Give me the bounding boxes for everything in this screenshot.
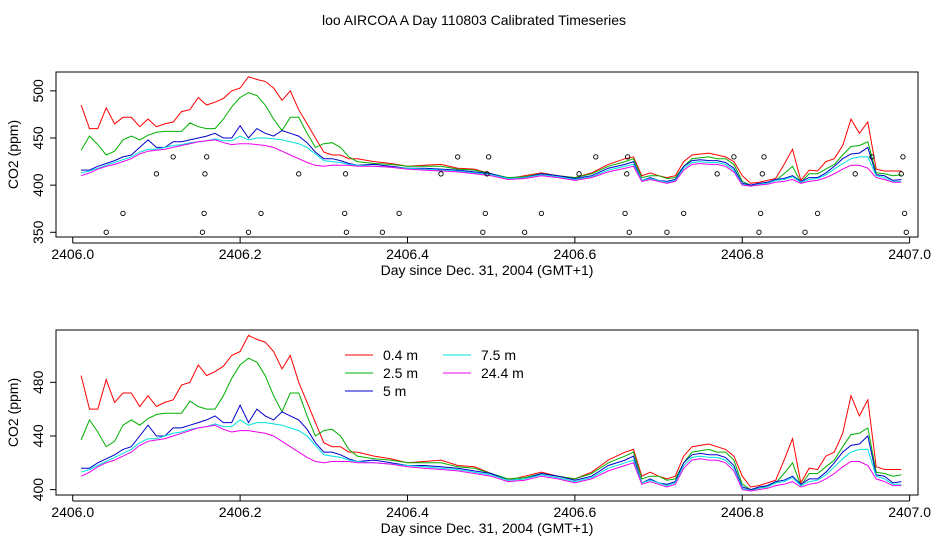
chart-top: 2406.0 2406.2 2406.4 2406.6 2406.8 2407.0 350 4… bbox=[5, 71, 931, 278]
legend-label: 24.4 m bbox=[481, 365, 524, 381]
y-axis-label: CO2 (ppm) bbox=[5, 378, 21, 447]
data-point bbox=[900, 154, 906, 160]
y-tick-label: 350 bbox=[30, 220, 46, 244]
y-axis-label: CO2 (ppm) bbox=[5, 120, 21, 189]
data-point bbox=[622, 210, 628, 217]
series-line-2-5-mm bbox=[80, 92, 902, 186]
chart-bottom: 2406.0 2406.2 2406.4 2406.6 2406.8 2407.0 400 4… bbox=[5, 329, 931, 536]
y-tick-label: 400 bbox=[30, 478, 46, 502]
data-point bbox=[343, 229, 350, 235]
data-point bbox=[869, 154, 875, 160]
x-tick-label: 2406.8 bbox=[721, 504, 764, 520]
series-line-24-4-mm bbox=[80, 424, 902, 492]
plot-area bbox=[80, 334, 902, 492]
x-tick-label: 2406.8 bbox=[721, 246, 764, 262]
series-line-24-4-mm bbox=[80, 139, 902, 187]
data-point bbox=[103, 229, 109, 235]
data-point bbox=[624, 171, 630, 177]
data-point bbox=[484, 171, 490, 177]
data-point bbox=[576, 171, 582, 177]
x-axis-label: Day since Dec. 31, 2004 (GMT+1) bbox=[381, 262, 594, 278]
data-point bbox=[379, 229, 386, 235]
data-point bbox=[486, 154, 492, 160]
data-point bbox=[153, 171, 160, 177]
data-point bbox=[396, 210, 402, 217]
data-point bbox=[203, 154, 210, 160]
data-point bbox=[438, 171, 444, 177]
data-point bbox=[761, 154, 767, 160]
data-point bbox=[802, 229, 808, 235]
data-point bbox=[482, 210, 488, 217]
data-point bbox=[756, 229, 762, 235]
data-point bbox=[714, 171, 720, 177]
series-line-5-mm bbox=[81, 124, 902, 186]
x-tick-label: 2406.0 bbox=[51, 504, 94, 520]
data-point bbox=[522, 229, 528, 235]
data-point bbox=[480, 229, 486, 235]
plot-area bbox=[80, 76, 909, 235]
data-point bbox=[898, 171, 904, 177]
plot-frame bbox=[55, 71, 919, 238]
data-point bbox=[120, 210, 126, 217]
x-tick-label: 2406.2 bbox=[219, 246, 262, 262]
x-tick-label: 2406.6 bbox=[553, 246, 596, 262]
data-point bbox=[593, 154, 599, 160]
x-tick-label: 2406.2 bbox=[219, 504, 262, 520]
series-line-5-mm bbox=[81, 403, 902, 491]
x-tick-label: 2407.0 bbox=[888, 246, 931, 262]
data-point bbox=[758, 210, 764, 217]
data-point bbox=[258, 210, 264, 217]
data-point bbox=[342, 171, 349, 177]
x-axis-label: Day since Dec. 31, 2004 (GMT+1) bbox=[381, 520, 594, 536]
x-tick-label: 2406.6 bbox=[553, 504, 596, 520]
data-point bbox=[538, 210, 545, 217]
data-point bbox=[624, 154, 631, 160]
data-point bbox=[245, 229, 252, 235]
data-point bbox=[455, 154, 461, 160]
legend-label: 2.5 m bbox=[383, 365, 418, 381]
x-tick-label: 2406.0 bbox=[51, 246, 94, 262]
data-point bbox=[626, 229, 632, 235]
data-point bbox=[903, 229, 909, 235]
y-tick-label: 440 bbox=[30, 424, 46, 448]
data-point bbox=[731, 154, 737, 160]
plot-frame bbox=[55, 329, 919, 496]
legend-label: 5 m bbox=[383, 383, 406, 399]
data-point bbox=[681, 210, 687, 217]
data-point bbox=[202, 171, 208, 177]
x-tick-label: 2406.4 bbox=[386, 504, 429, 520]
data-point bbox=[759, 171, 765, 177]
data-point bbox=[342, 210, 348, 217]
data-point bbox=[664, 229, 670, 235]
data-point bbox=[199, 229, 206, 235]
legend-label: 0.4 m bbox=[383, 347, 418, 363]
legend-label: 7.5 m bbox=[481, 347, 516, 363]
data-point bbox=[814, 210, 821, 217]
series-line-0-4-mm bbox=[80, 76, 902, 184]
x-tick-label: 2406.4 bbox=[386, 246, 429, 262]
data-point bbox=[296, 171, 302, 177]
y-tick-label: 500 bbox=[30, 79, 46, 103]
y-tick-label: 450 bbox=[30, 126, 46, 150]
data-point bbox=[201, 210, 207, 217]
data-point bbox=[170, 154, 176, 160]
y-tick-label: 480 bbox=[30, 370, 46, 394]
x-tick-label: 2407.0 bbox=[888, 504, 931, 520]
data-point bbox=[852, 171, 858, 177]
y-tick-label: 400 bbox=[30, 173, 46, 197]
page-title: loo AIRCOA A Day 110803 Calibrated Times… bbox=[322, 12, 626, 28]
data-point bbox=[901, 210, 908, 217]
